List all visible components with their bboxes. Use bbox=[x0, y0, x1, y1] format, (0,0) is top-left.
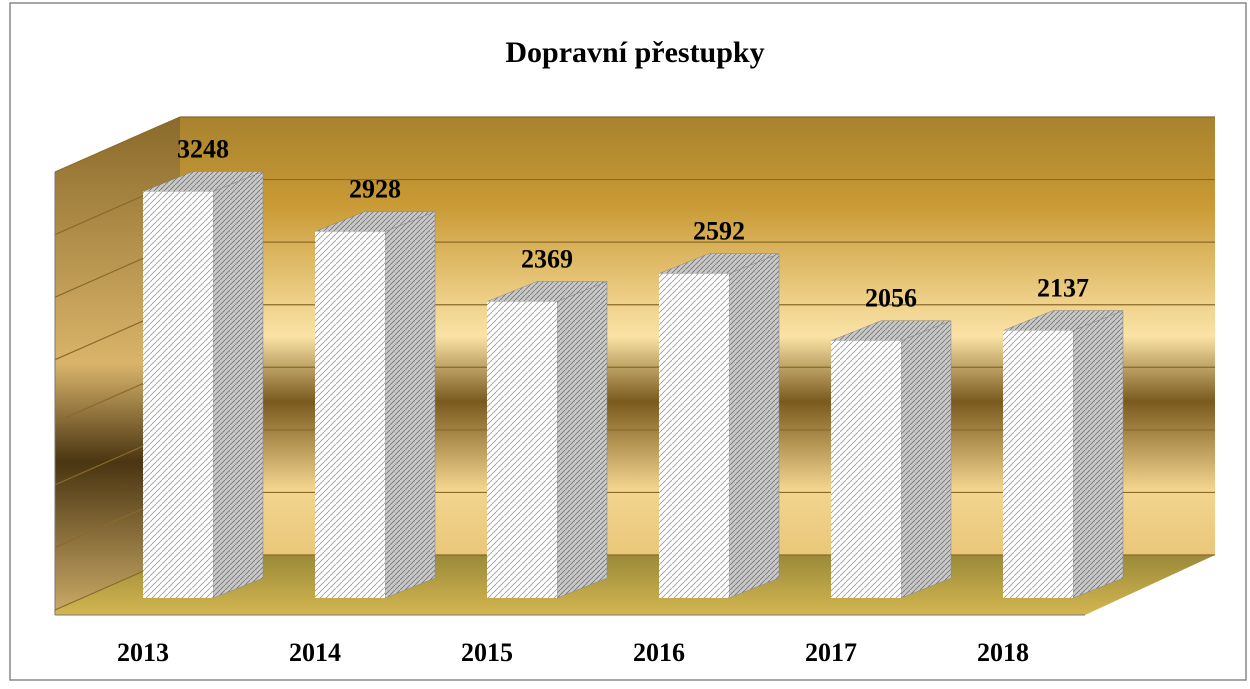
x-tick-label: 2014 bbox=[289, 638, 341, 667]
bar bbox=[1003, 330, 1073, 598]
value-label: 2369 bbox=[521, 245, 573, 274]
bar-side bbox=[556, 281, 608, 599]
value-label: 2928 bbox=[349, 175, 401, 204]
grid-line bbox=[54, 116, 181, 173]
x-tick-label: 2013 bbox=[117, 638, 169, 667]
bar bbox=[315, 231, 385, 598]
bar bbox=[831, 340, 901, 598]
bar bbox=[143, 191, 213, 598]
bar-side bbox=[728, 253, 780, 599]
bar bbox=[659, 273, 729, 598]
chart-title: Dopravní přestupky bbox=[505, 36, 764, 69]
value-label: 2137 bbox=[1037, 274, 1089, 303]
x-tick-label: 2016 bbox=[633, 638, 685, 667]
bar-side bbox=[212, 171, 264, 599]
x-tick-label: 2017 bbox=[805, 638, 857, 667]
value-label: 2592 bbox=[693, 217, 745, 246]
value-label: 2056 bbox=[865, 284, 917, 313]
value-label: 3248 bbox=[177, 135, 229, 164]
bar-side bbox=[1072, 310, 1124, 599]
x-tick-label: 2018 bbox=[977, 638, 1029, 667]
bar-side bbox=[900, 320, 952, 599]
bar bbox=[487, 301, 557, 598]
x-tick-label: 2015 bbox=[461, 638, 513, 667]
bar-side bbox=[384, 211, 436, 599]
